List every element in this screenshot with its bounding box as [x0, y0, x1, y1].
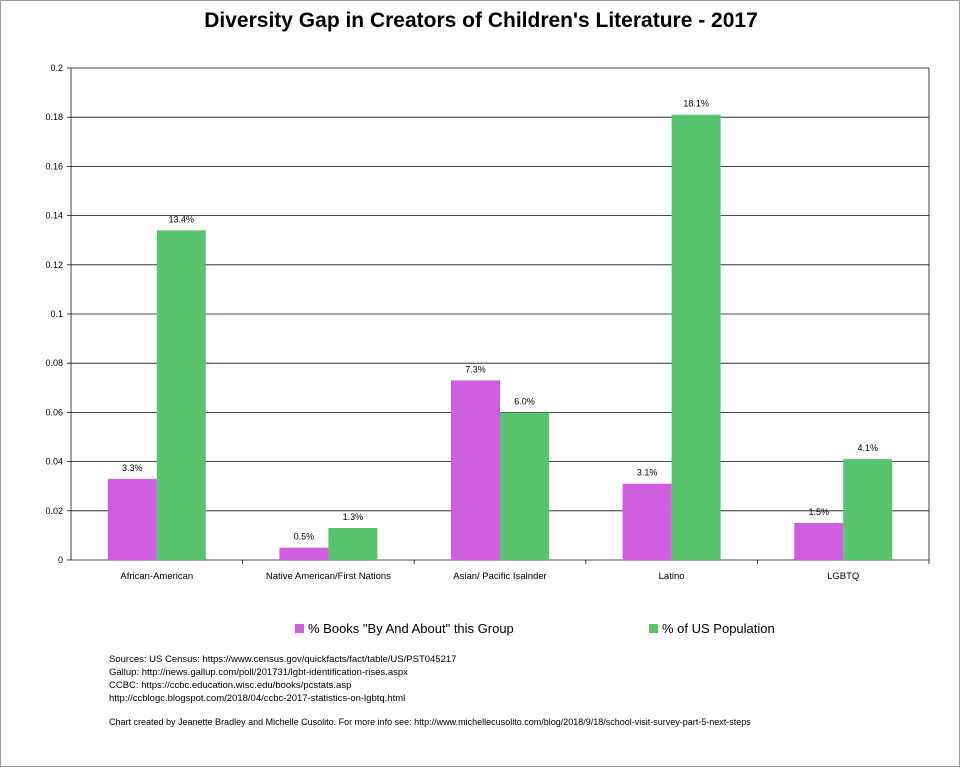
data-label: 13.4%	[169, 214, 195, 224]
x-category-label: LGBTQ	[827, 571, 859, 582]
bar	[107, 478, 157, 560]
x-category-label: Native American/First Nations	[266, 571, 391, 582]
bar	[156, 230, 206, 561]
x-category-label: Latino	[659, 571, 685, 582]
y-tick-label: 0.1	[50, 309, 63, 319]
sources-block: Sources: US Census: https://www.census.g…	[109, 653, 909, 705]
x-category-label: Asian/ Pacific Isalnder	[453, 571, 546, 582]
source-line: http://ccblogc.blogspot.com/2018/04/ccbc…	[109, 693, 406, 704]
data-label: 0.5%	[294, 532, 315, 542]
gridlines	[67, 67, 930, 564]
bar	[622, 483, 672, 560]
legend-item-population: % of US Population	[649, 621, 775, 636]
chart-credit: Chart created by Jeanette Bradley and Mi…	[109, 717, 751, 727]
data-label: 1.3%	[343, 512, 364, 522]
y-tick-label: 0.04	[45, 457, 63, 467]
chart-title: Diversity Gap in Creators of Children's …	[204, 9, 758, 32]
y-axis-ticks: 0 0.02 0.04 0.06 0.08 0.1 0.12 0.14 0.16 0.18 0.2	[45, 63, 63, 565]
data-label: 3.1%	[637, 468, 658, 478]
bar	[451, 380, 500, 560]
bars	[107, 114, 893, 561]
data-labels: 3.3% 13.4% 0.5% 1.3% 7.3% 6.0% 3.1% 18.1% 1.5% 4.…	[122, 99, 878, 542]
source-line: Gallup: http://news.gallup.com/poll/2017…	[109, 667, 408, 678]
data-label: 3.3%	[122, 463, 143, 473]
data-label: 18.1%	[683, 99, 709, 109]
bar	[794, 523, 844, 560]
plot-area: 00.020.040.060.080.10.120.140.160.180.2 …	[45, 63, 930, 582]
y-tick-label: 0.06	[45, 407, 63, 417]
bar	[843, 459, 893, 560]
legend-swatch-books	[295, 624, 304, 633]
y-tick-label: 0.08	[45, 358, 63, 368]
data-label: 6.0%	[514, 396, 535, 406]
legend-label-population: % of US Population	[662, 621, 775, 636]
x-category-label: African-American	[120, 571, 193, 582]
legend-item-books: % Books "By And About" this Group	[295, 621, 514, 636]
data-label: 7.3%	[465, 364, 486, 374]
y-tick-label: 0.16	[45, 161, 63, 171]
bar	[671, 114, 721, 561]
source-line: CCBC: https://ccbc.education.wisc.edu/bo…	[109, 680, 352, 691]
bar	[279, 547, 329, 560]
y-tick-label: 0.2	[50, 63, 63, 73]
y-tick-label: 0	[58, 555, 63, 565]
y-tick-label: 0.14	[45, 211, 63, 221]
y-tick-label: 0.02	[45, 506, 63, 516]
x-axis-labels: African-American Native American/First Na…	[120, 571, 859, 582]
source-line: Sources: US Census: https://www.census.g…	[109, 654, 457, 665]
legend: % Books "By And About" this Group % of U…	[295, 621, 815, 641]
y-tick-label: 0.18	[45, 112, 63, 122]
legend-swatch-population	[649, 624, 658, 633]
data-label: 4.1%	[857, 443, 878, 453]
legend-label-books: % Books "By And About" this Group	[308, 621, 514, 636]
bar	[500, 412, 549, 560]
data-label: 1.5%	[808, 507, 829, 517]
y-tick-label: 0.12	[45, 260, 63, 270]
bar	[328, 528, 378, 560]
